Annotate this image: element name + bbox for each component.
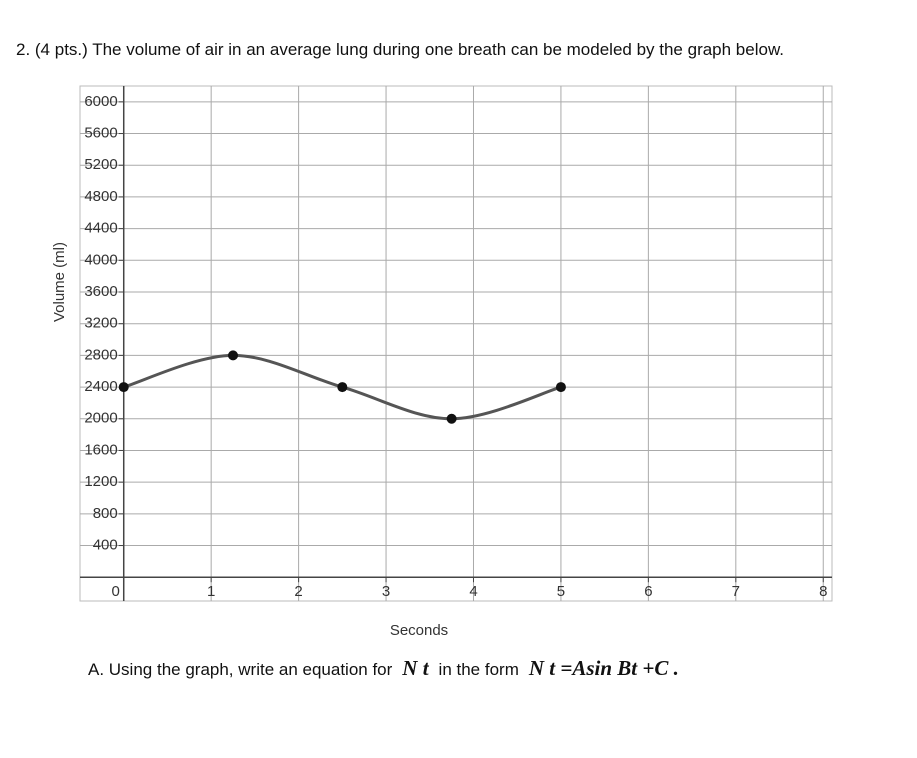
part-a-text: in the form: [438, 660, 519, 679]
plot-area: [79, 85, 833, 602]
y-axis-label: Volume (ml): [51, 242, 68, 322]
y-tick-label: 6000: [84, 93, 117, 110]
y-tick-label: 4000: [84, 251, 117, 268]
point: [446, 413, 457, 424]
part-a: A. Using the graph, write an equation fo…: [88, 656, 689, 681]
x-tick-label: 6: [644, 583, 652, 600]
y-tick-label: 4800: [84, 188, 117, 205]
y-tick-label: 800: [93, 505, 118, 522]
y-tick-label: 2000: [84, 410, 117, 427]
y-tick-label: 4400: [84, 220, 117, 237]
x-tick-label: 2: [294, 583, 302, 600]
part-a-expr: N t =Asin Bt +C .: [528, 656, 679, 680]
point: [337, 382, 348, 393]
x-tick-label: 4: [469, 583, 477, 600]
y-tick-label: 2400: [84, 378, 117, 395]
y-tick-label: 1200: [84, 473, 117, 490]
x-tick-label: 1: [207, 583, 215, 600]
y-tick-label: 1600: [84, 441, 117, 458]
x-tick-label: 0: [112, 583, 120, 600]
point: [555, 382, 566, 393]
x-tick-label: 3: [382, 583, 390, 600]
part-a-expr: N t: [402, 656, 429, 680]
y-tick-label: 3600: [84, 283, 117, 300]
x-tick-label: 8: [819, 583, 827, 600]
chart: Volume (ml) Seconds 40080012001600200024…: [51, 85, 833, 639]
y-tick-label: 3200: [84, 315, 117, 332]
point: [118, 382, 129, 393]
y-tick-label: 400: [93, 537, 118, 554]
y-tick-label: 2800: [84, 346, 117, 363]
part-a-text: A. Using the graph, write an equation fo…: [88, 660, 393, 679]
point: [228, 350, 239, 361]
y-tick-label: 5200: [84, 156, 117, 173]
x-axis-label: Seconds: [390, 622, 448, 639]
question-text: 2. (4 pts.) The volume of air in an aver…: [16, 40, 785, 59]
x-tick-label: 5: [557, 583, 565, 600]
x-tick-label: 7: [732, 583, 740, 600]
y-tick-label: 5600: [84, 125, 117, 142]
